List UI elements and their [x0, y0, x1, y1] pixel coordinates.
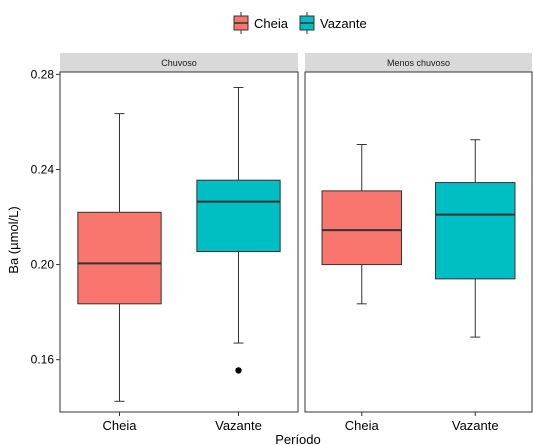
- y-tick-label: 0.16: [31, 353, 55, 367]
- facet-strip: [60, 53, 298, 72]
- y-tick-label: 0.28: [31, 67, 55, 81]
- box-cheia: [321, 144, 402, 305]
- y-tick-label: 0.20: [31, 258, 55, 272]
- box-iqr: [77, 211, 162, 305]
- legend-item-vazante: Vazante: [299, 12, 367, 34]
- box-vazante: [435, 139, 516, 338]
- x-tick-label: Cheia: [345, 418, 380, 433]
- box-cheia: [77, 113, 162, 402]
- outlier-point: [235, 367, 242, 374]
- box-iqr: [321, 190, 402, 266]
- x-tick-label: Vazante: [452, 418, 499, 433]
- x-tick-label: Cheia: [103, 418, 138, 433]
- y-axis: 0.16 0.20 0.24 0.28: [31, 67, 60, 367]
- legend-item-cheia: Cheia: [233, 12, 289, 34]
- box-vazante: [196, 86, 281, 374]
- legend-label: Cheia: [254, 16, 289, 31]
- facet-panels: Chuvoso Cheia Vazante Menos chuvoso Cheia Vaz…: [59, 53, 533, 433]
- facet-panel-1: Chuvoso Cheia Vazante: [59, 53, 299, 433]
- y-tick-label: 0.24: [31, 162, 55, 176]
- legend: Cheia Vazante: [233, 12, 367, 34]
- facet-strip-label: Menos chuvoso: [387, 58, 450, 68]
- legend-label: Vazante: [320, 16, 367, 31]
- y-axis-label: Ba (µmol/L): [6, 206, 21, 273]
- facet-strip: [305, 53, 532, 72]
- facet-strip-label: Chuvoso: [161, 58, 197, 68]
- box-iqr: [196, 179, 281, 253]
- x-tick-label: Vazante: [215, 418, 262, 433]
- box-iqr: [435, 182, 516, 280]
- facet-panel-2: Menos chuvoso Cheia Vazante: [304, 53, 533, 433]
- x-axis-label: Período: [275, 432, 321, 445]
